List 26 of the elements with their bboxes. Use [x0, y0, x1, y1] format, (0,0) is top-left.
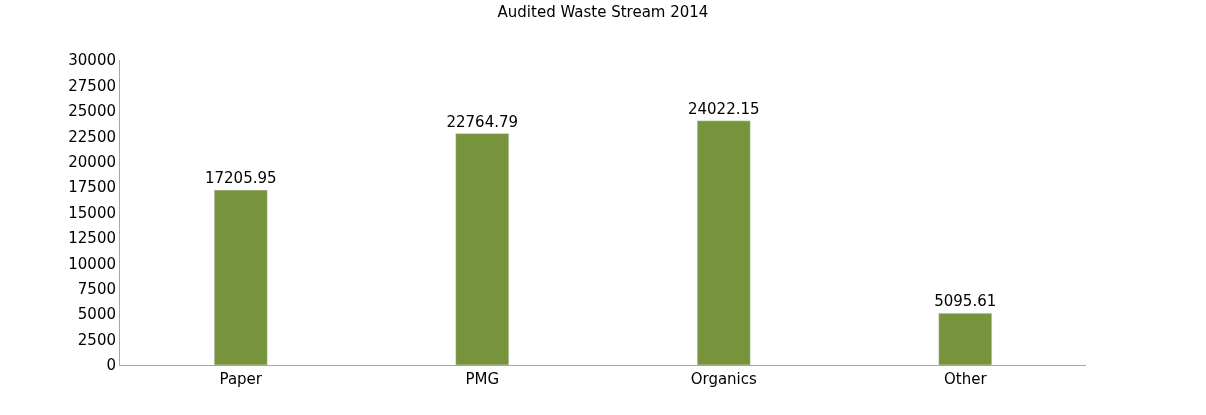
y-tick-label: 27500 — [68, 76, 116, 95]
data-label: 5095.61 — [934, 292, 997, 311]
bar — [213, 189, 268, 365]
chart-title: Audited Waste Stream 2014 — [497, 2, 709, 21]
data-label: 22764.79 — [446, 112, 519, 131]
y-tick-label: 20000 — [68, 152, 116, 171]
x-tick-label: Other — [943, 370, 988, 388]
bar — [938, 312, 993, 365]
bar — [455, 133, 510, 365]
y-tick-label: 15000 — [68, 203, 116, 222]
y-tick-label: 22500 — [68, 127, 116, 146]
y-tick-label: 17500 — [68, 178, 116, 197]
y-tick-label: 5000 — [77, 305, 116, 324]
x-tick-label: PMG — [465, 370, 500, 388]
data-label: 24022.15 — [687, 99, 760, 118]
y-tick-label: 2500 — [77, 330, 116, 349]
y-tick-label: 10000 — [68, 254, 116, 273]
y-tick-label: 12500 — [68, 229, 116, 248]
y-tick-label: 25000 — [68, 102, 116, 121]
bar — [696, 120, 751, 365]
x-tick-label: Paper — [219, 370, 263, 388]
y-tick-label: 7500 — [77, 280, 116, 298]
data-label: 17205.95 — [204, 169, 277, 188]
y-tick-label: 30000 — [68, 51, 116, 70]
x-tick-label: Organics — [690, 370, 758, 388]
y-tick-label: 0 — [106, 356, 116, 375]
